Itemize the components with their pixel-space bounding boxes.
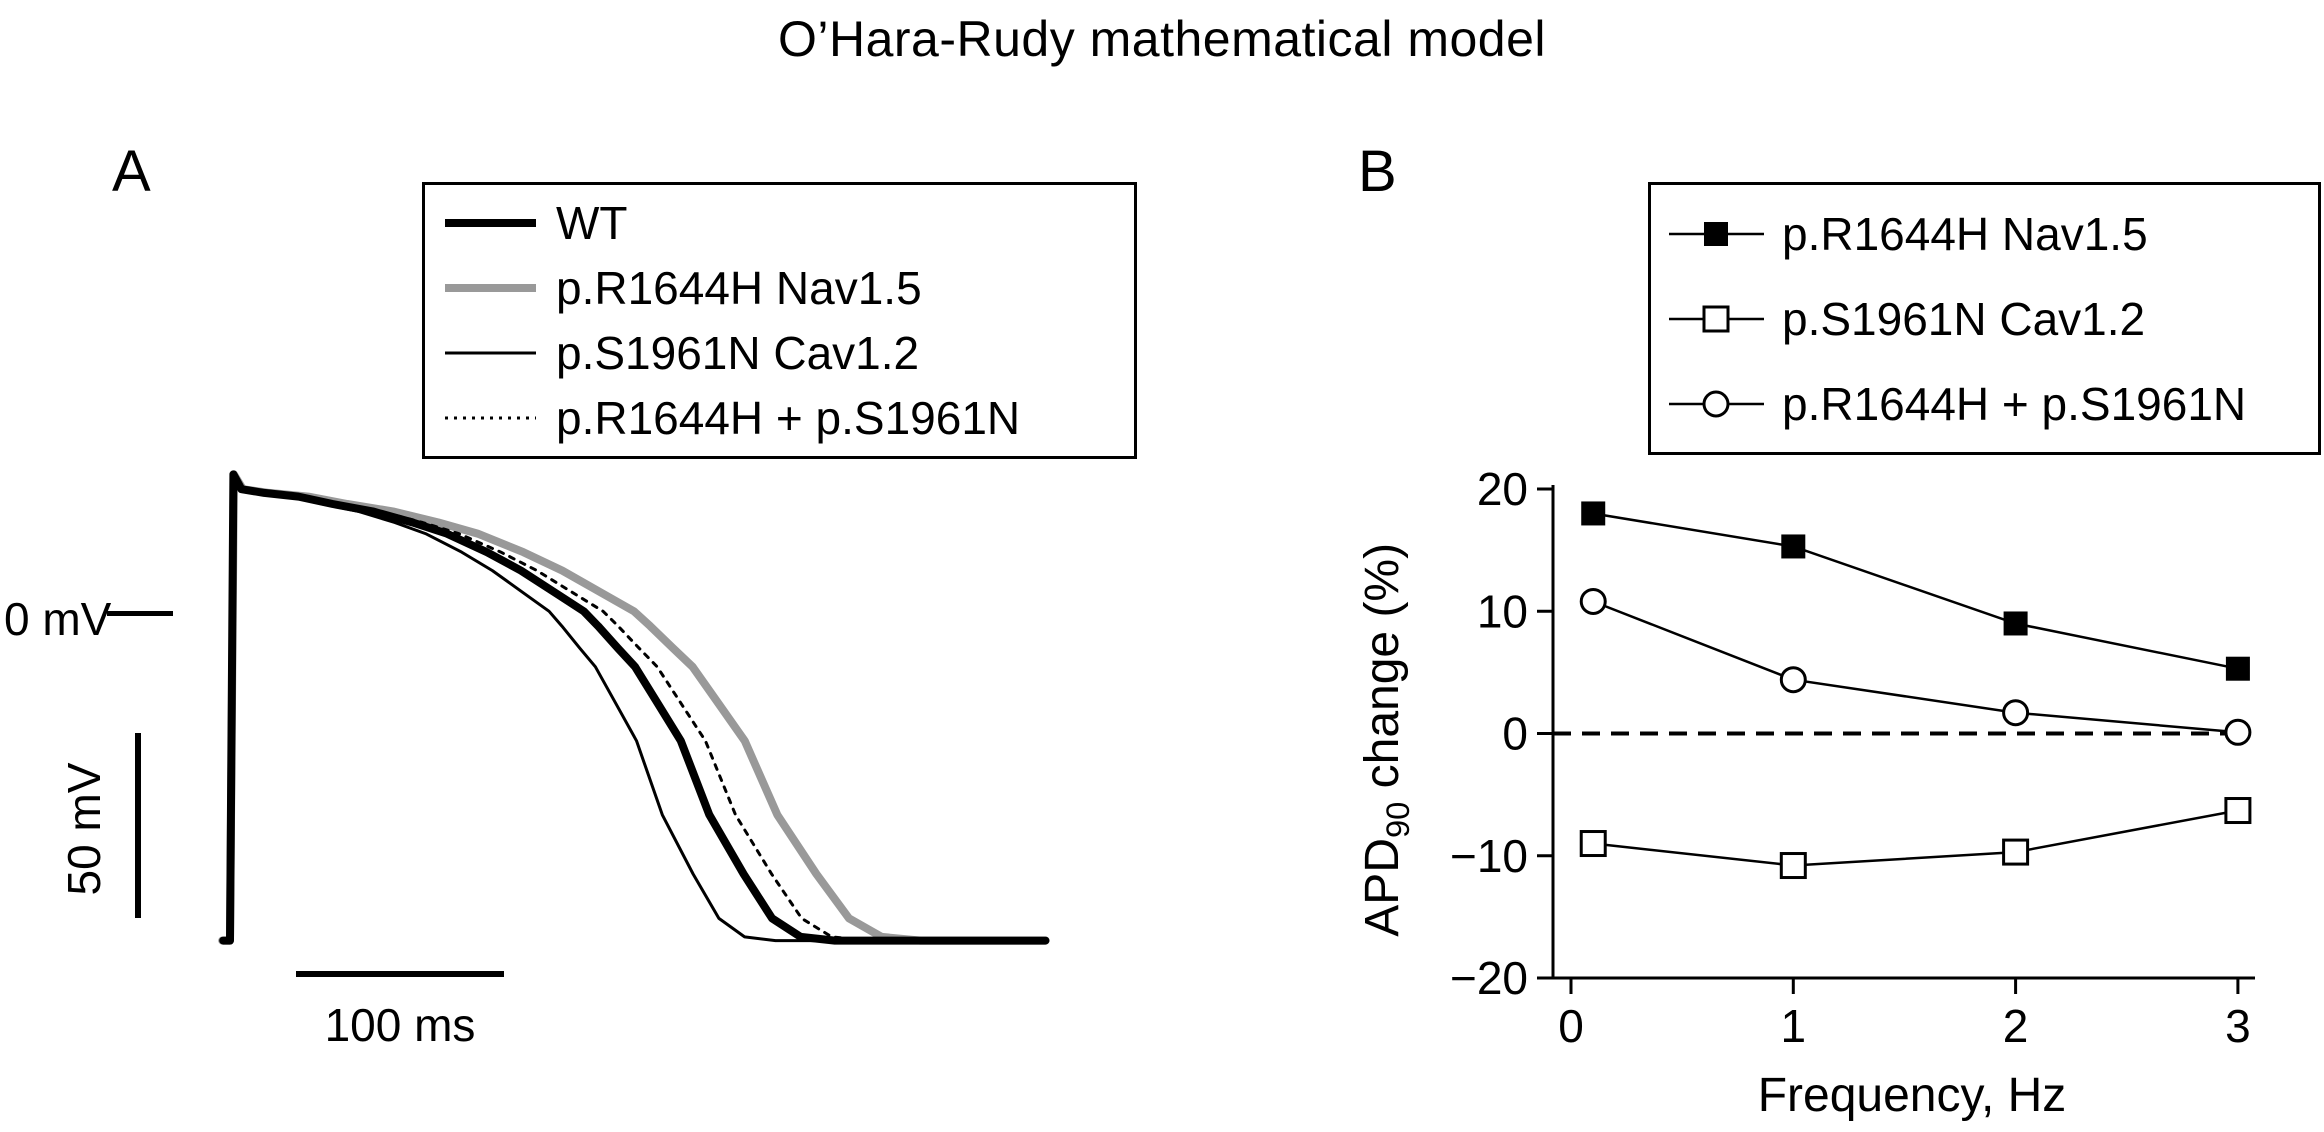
legend-line-sample [445, 416, 536, 420]
legend-marker-sample [1669, 305, 1764, 332]
zero-mv-tick [107, 611, 173, 616]
legend-marker-sample [1669, 390, 1764, 417]
y-axis-label-suffix: change (%) [1356, 542, 1410, 802]
filled-square-marker [2003, 611, 2028, 636]
legend-label: p.R1644H + p.S1961N [1782, 377, 2247, 430]
series-line [1592, 600, 2239, 734]
y-tick-label: −10 [1450, 830, 1528, 882]
panel-b-legend-item: p.R1644H Nav1.5 [1669, 207, 2300, 261]
figure-title: O’Hara-Rudy mathematical model [777, 11, 1547, 67]
legend-label: p.R1644H + p.S1961N [556, 391, 1021, 444]
open-square-marker [1779, 852, 1807, 880]
legend-marker-sample [1669, 221, 1764, 246]
panel-b-legend: p.R1644H Nav1.5 p.S1961N Cav1.2 p.R1644H +… [1648, 182, 2321, 455]
x-tick-label: 3 [2225, 1000, 2251, 1052]
ap-trace [219, 470, 1050, 945]
y-tick-label: 0 [1502, 708, 1528, 760]
panel-a-legend-item: p.S1961N Cav1.2 [443, 326, 1116, 380]
filled-square-marker [1581, 501, 1606, 526]
open-square-marker [2002, 838, 2030, 866]
y-axis-label-prefix: APD [1356, 838, 1410, 937]
panel-b-legend-item: p.S1961N Cav1.2 [1669, 292, 2300, 346]
voltage-scale-label: 50 mV [58, 762, 110, 896]
legend-label: p.R1644H Nav1.5 [1782, 207, 2148, 260]
open-square-marker [1702, 305, 1730, 332]
panel-b-legend-item: p.R1644H + p.S1961N [1669, 377, 2300, 431]
open-circle-marker [2002, 699, 2030, 727]
legend-line-sample [445, 284, 536, 293]
panel-b-label: B [1358, 139, 1397, 204]
x-tick-label: 1 [1781, 1000, 1807, 1052]
legend-label: p.R1644H Nav1.5 [556, 262, 922, 315]
series-line [1592, 512, 2239, 670]
panel-b-chart: −20 −10 0 10 20 0 1 2 3 [1450, 463, 2255, 1052]
panel-b-x-axis-label: Frequency, Hz [1757, 1069, 2067, 1122]
zero-mv-label: 0 mV [4, 593, 112, 645]
ap-trace [222, 472, 1047, 943]
legend-label: p.S1961N Cav1.2 [1782, 292, 2146, 345]
ap-trace [218, 470, 1050, 945]
open-square-marker [1579, 830, 1607, 858]
time-scale-label: 100 ms [324, 999, 476, 1051]
y-tick-label: 20 [1477, 463, 1528, 515]
open-circle-marker [1579, 587, 1607, 615]
filled-square-marker [2225, 656, 2250, 681]
voltage-scale-bar [135, 733, 141, 918]
y-axis-label-subscript: 90 [1378, 801, 1416, 838]
open-circle-marker [2224, 718, 2252, 746]
panel-b-y-axis-label: APD90 change (%) [1355, 490, 1417, 990]
panel-a-traces [218, 470, 1050, 945]
open-circle-marker [1702, 390, 1730, 417]
open-square-marker [2224, 797, 2252, 825]
series-line [1593, 809, 2239, 867]
panel-a-legend: WT p.R1644H Nav1.5 p.S1961N Cav1.2 p.R1644H… [422, 182, 1137, 459]
ap-trace [221, 472, 1047, 943]
open-circle-marker [1779, 666, 1807, 694]
legend-line-sample [445, 219, 536, 228]
legend-label: WT [556, 197, 628, 250]
filled-square-marker [1704, 221, 1728, 246]
legend-label: p.S1961N Cav1.2 [556, 326, 920, 379]
y-tick-label: 10 [1477, 585, 1528, 637]
x-tick-label: 2 [2003, 1000, 2029, 1052]
time-scale-bar [296, 971, 504, 977]
x-tick-label: 0 [1558, 1000, 1584, 1052]
panel-a-legend-item: p.R1644H Nav1.5 [443, 261, 1116, 315]
panel-a-legend-item: WT [443, 196, 1116, 250]
panel-a-legend-item: p.R1644H + p.S1961N [443, 391, 1116, 445]
y-tick-label: −20 [1450, 952, 1528, 1004]
legend-line-sample [445, 351, 536, 355]
filled-square-marker [1781, 534, 1806, 559]
panel-a-label: A [112, 139, 151, 204]
